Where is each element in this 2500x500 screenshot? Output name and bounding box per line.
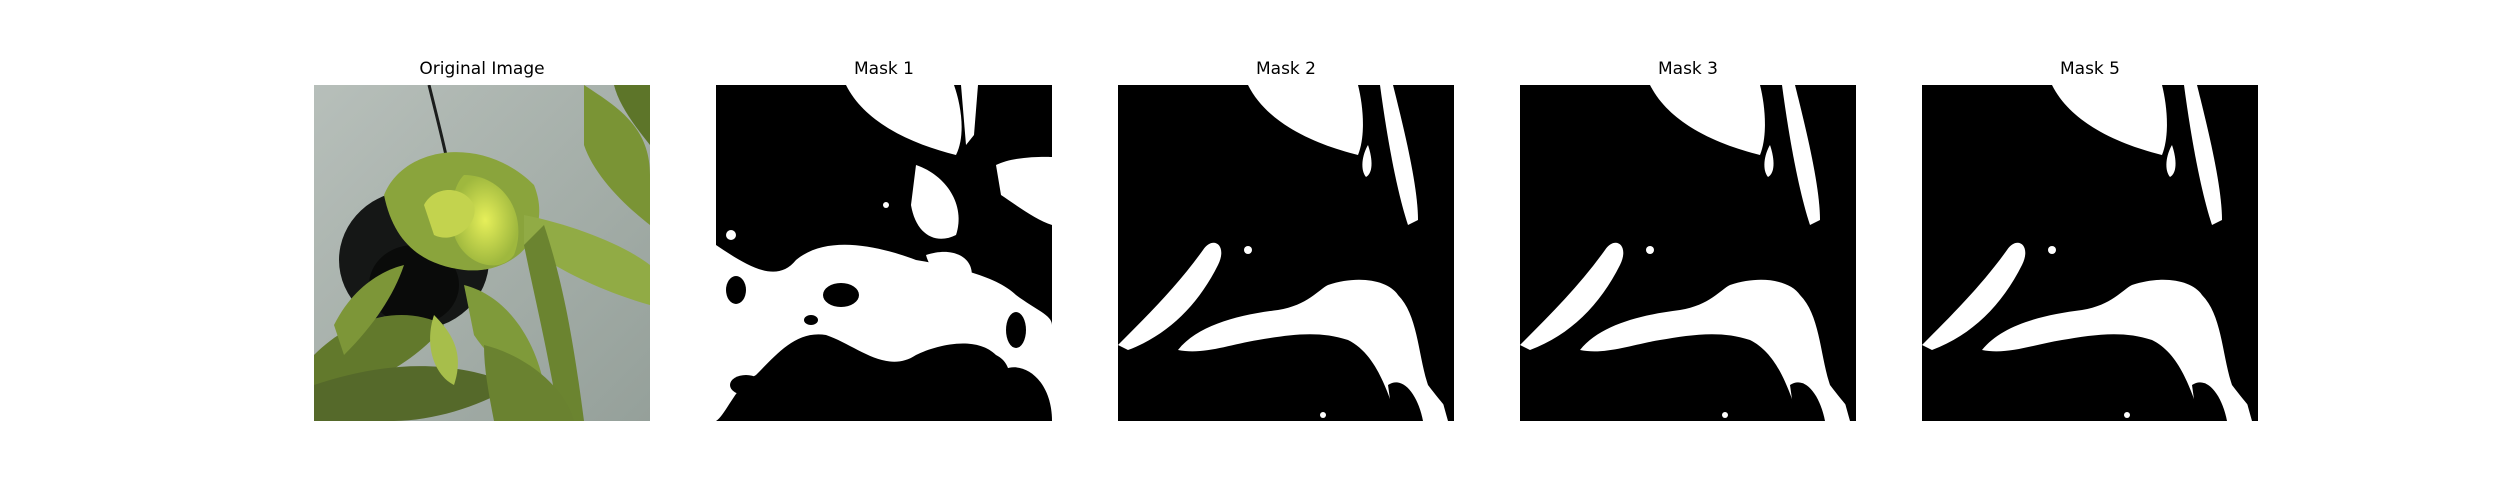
panel-original-image: Original Image — [314, 0, 650, 500]
mask-image — [1922, 85, 2258, 421]
original-photo — [314, 85, 650, 421]
panel-title: Mask 2 — [1255, 59, 1316, 79]
mask-image — [716, 85, 1052, 421]
panel-title: Mask 3 — [1657, 59, 1718, 79]
panel-title: Mask 1 — [853, 59, 914, 79]
mask-image — [1118, 85, 1454, 421]
panel-title: Original Image — [419, 59, 545, 79]
panel-title: Mask 5 — [2059, 59, 2120, 79]
panel-mask-1: Mask 1 — [716, 0, 1052, 500]
mask-image — [1520, 85, 1856, 421]
panel-mask-5: Mask 5 — [1922, 0, 2258, 500]
panel-mask-3: Mask 3 — [1520, 0, 1856, 500]
panel-mask-2: Mask 2 — [1118, 0, 1454, 500]
